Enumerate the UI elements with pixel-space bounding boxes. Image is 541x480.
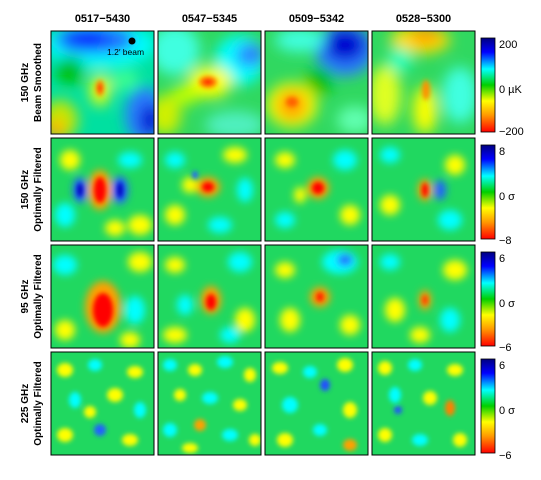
colorbar-row-150ghz-filtered: 8 0 σ −8 bbox=[480, 144, 515, 247]
colorbar-max-label: 200 bbox=[499, 39, 517, 51]
panel-225ghz-filtered-0517-5430 bbox=[51, 352, 154, 455]
colorbar-row-225ghz-filtered: 6 0 σ −6 bbox=[480, 358, 515, 462]
colorbar-max-label: 8 bbox=[499, 146, 505, 158]
beam-annotation: 1.2′ beam bbox=[107, 47, 144, 57]
colorbar-gradient bbox=[480, 144, 496, 240]
colorbar-gradient bbox=[480, 251, 496, 347]
panel-95ghz-filtered-0509-5342 bbox=[265, 245, 368, 348]
row-label-150ghz-optimally-filtered: 150 GHz Optimally Filtered bbox=[20, 147, 44, 231]
row-label-bottom: Optimally Filtered bbox=[33, 254, 44, 338]
row-label-top: 150 GHz bbox=[20, 170, 31, 209]
row-label-top: 150 GHz bbox=[20, 63, 31, 102]
column-title-0528-5300: 0528−5300 bbox=[396, 13, 451, 25]
panel-150ghz-beam-0547-5345 bbox=[158, 31, 261, 134]
panel-150ghz-filtered-0547-5345 bbox=[158, 138, 261, 241]
row-label-bottom: Beam Smoothed bbox=[33, 43, 44, 122]
colorbar-max-label: 6 bbox=[499, 253, 505, 265]
colorbar-gradient bbox=[480, 37, 496, 133]
colorbar-mid-label: 0 σ bbox=[499, 405, 515, 417]
column-title-0547-5345: 0547−5345 bbox=[182, 13, 237, 25]
colorbar-mid-label: 0 µK bbox=[499, 84, 523, 96]
column-title-0509-5342: 0509−5342 bbox=[289, 13, 344, 25]
colorbar-gradient bbox=[480, 358, 496, 454]
row-label-95ghz-optimally-filtered: 95 GHz Optimally Filtered bbox=[20, 254, 44, 338]
panel-225ghz-filtered-0509-5342 bbox=[265, 352, 368, 455]
row-label-225ghz-optimally-filtered: 225 GHz Optimally Filtered bbox=[20, 361, 44, 445]
row-label-bottom: Optimally Filtered bbox=[33, 147, 44, 231]
panel-150ghz-beam-0517-5430: 1.2′ beam bbox=[51, 31, 154, 134]
panel-150ghz-beam-0528-5300 bbox=[372, 31, 475, 134]
colorbar-min-label: −8 bbox=[499, 235, 512, 247]
row-label-bottom: Optimally Filtered bbox=[33, 361, 44, 445]
panel-95ghz-filtered-0528-5300 bbox=[372, 245, 475, 348]
colorbar-min-label: −200 bbox=[499, 126, 524, 138]
row-label-150ghz-beam-smoothed: 150 GHz Beam Smoothed bbox=[20, 43, 44, 122]
panel-95ghz-filtered-0547-5345 bbox=[158, 245, 261, 348]
panel-225ghz-filtered-0547-5345 bbox=[158, 352, 261, 455]
panel-150ghz-filtered-0528-5300 bbox=[372, 138, 475, 241]
beam-marker bbox=[128, 37, 136, 45]
colorbar-mid-label: 0 σ bbox=[499, 298, 515, 310]
colorbar-min-label: −6 bbox=[499, 450, 512, 462]
colorbar-max-label: 6 bbox=[499, 360, 505, 372]
row-label-top: 225 GHz bbox=[20, 384, 31, 423]
panel-150ghz-filtered-0509-5342 bbox=[265, 138, 368, 241]
colorbar-min-label: −6 bbox=[499, 342, 512, 354]
panel-150ghz-filtered-0517-5430 bbox=[51, 138, 154, 241]
colorbar-mid-label: 0 σ bbox=[499, 191, 515, 203]
colorbar-row-95ghz-filtered: 6 0 σ −6 bbox=[480, 251, 515, 354]
colorbar-row-150ghz-beam: 200 0 µK −200 bbox=[480, 37, 524, 138]
panel-225ghz-filtered-0528-5300 bbox=[372, 352, 475, 455]
row-label-top: 95 GHz bbox=[20, 280, 31, 314]
panel-95ghz-filtered-0517-5430 bbox=[51, 245, 154, 348]
panel-150ghz-beam-0509-5342 bbox=[265, 31, 368, 134]
column-title-0517-5430: 0517−5430 bbox=[75, 13, 130, 25]
